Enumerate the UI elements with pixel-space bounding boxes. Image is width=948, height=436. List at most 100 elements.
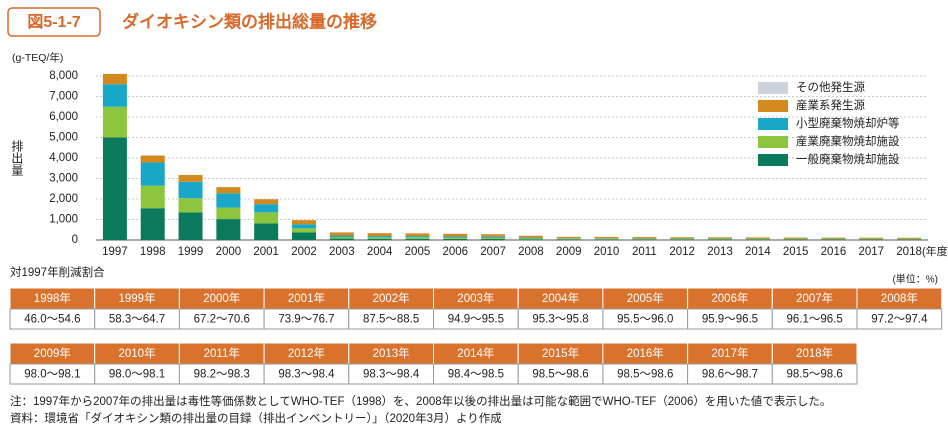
x-tick-label: 2000 (216, 246, 242, 258)
y-tick-label: 2,000 (49, 193, 78, 205)
y-tick-label: 5,000 (49, 132, 78, 144)
bar-segment (745, 237, 770, 239)
table-cell-text: 98.0～98.1 (109, 369, 165, 381)
bar-segment (367, 238, 392, 240)
x-tick-label: 2008 (518, 246, 544, 258)
legend-swatch (758, 82, 788, 94)
bar-segment (443, 233, 468, 237)
x-tick-label: 1997 (102, 246, 128, 258)
table-header-text: 2012年 (288, 346, 325, 360)
bar-segment (102, 106, 127, 138)
bar-segment (708, 237, 732, 239)
figure-box (7, 7, 101, 37)
x-unit: (年度) (922, 244, 948, 258)
table-header-text: 1999年 (119, 291, 156, 305)
x-tick-label: 1998 (140, 246, 166, 258)
table-cell-text: 98.5～98.6 (617, 369, 673, 381)
bar-segment (216, 193, 241, 208)
y-tick-label: 6,000 (49, 111, 78, 123)
bar-segment (708, 239, 732, 240)
table-unit: (単位：%) (892, 273, 938, 286)
table-cell-text: 67.2～70.6 (194, 314, 250, 326)
table-cell-text: 95.5～96.0 (617, 314, 673, 326)
bar-segment (292, 220, 316, 225)
table-cell-text: 46.0～54.6 (24, 314, 80, 326)
bar-segment (518, 237, 543, 239)
bar-segment (292, 228, 316, 233)
table-header-text: 2010年 (119, 346, 156, 360)
table-cell-text: 97.2～97.4 (871, 314, 928, 326)
bar-segment (140, 185, 165, 209)
bar-segment (670, 238, 695, 240)
note: 注：1997年から2007年の排出量は毒性等価係数としてWHO-TEF（1998… (10, 394, 831, 408)
bar-segment (443, 238, 468, 240)
figure-title: ダイオキシン類の排出総量の推移 (122, 11, 377, 31)
bar-segment (897, 237, 922, 239)
bar-segment (254, 199, 279, 205)
bar-segment (367, 237, 392, 239)
bar-segment (405, 237, 430, 239)
table-header-text: 2016年 (627, 346, 664, 360)
table-cell-text: 95.3～95.8 (532, 314, 588, 326)
bar-segment (708, 238, 732, 240)
legend-label: その他発生源 (796, 80, 865, 94)
x-tick-label: 2012 (669, 246, 695, 258)
bar-segment (556, 238, 581, 240)
legend-label: 一般廃棄物焼却施設 (796, 152, 900, 166)
table-header-text: 2014年 (457, 346, 494, 360)
table-cell-text: 98.6～98.7 (702, 369, 758, 381)
bar-segment (329, 238, 354, 240)
bar-segment (518, 239, 543, 240)
legend-label: 産業廃棄物焼却施設 (796, 134, 900, 148)
bar-segment (556, 236, 581, 239)
table-cell-text: 94.9～95.5 (448, 314, 504, 326)
x-tick-label: 2007 (480, 246, 506, 258)
table-cell (771, 363, 858, 385)
bar-segment (216, 219, 241, 240)
y-axis-label: 排出量 (10, 140, 24, 176)
bar-segment (594, 239, 619, 240)
table-cell-text: 96.1～96.5 (787, 314, 843, 326)
bar-segment (102, 84, 127, 107)
bar-segment (481, 237, 506, 239)
legend-label: 産業系発生源 (796, 98, 865, 112)
y-tick-label: 4,000 (49, 152, 78, 164)
bar-segment (292, 224, 316, 229)
bar-segment (405, 233, 430, 237)
table-cell-text: 98.0～98.1 (24, 369, 80, 381)
legend-swatch (758, 118, 788, 130)
bar-segment (783, 239, 808, 240)
table-header-text: 2015年 (542, 346, 579, 360)
x-tick-label: 2002 (291, 246, 317, 258)
bar-segment (216, 187, 241, 194)
table-header-text: 2013年 (373, 346, 410, 360)
table-header-text: 1998年 (34, 291, 71, 305)
bar-segment (405, 236, 430, 238)
x-tick-label: 2004 (367, 246, 393, 258)
bar-segment (329, 235, 354, 238)
bar-segment (329, 232, 354, 236)
table-cell (856, 308, 943, 330)
table-cell-text: 98.5～98.6 (532, 369, 588, 381)
bar-segment (632, 239, 657, 240)
x-tick-label: 1999 (178, 246, 204, 258)
bar-segment (670, 239, 695, 240)
table-cell-text: 98.5～98.6 (787, 369, 843, 381)
bar-segment (481, 238, 506, 240)
bar-segment (632, 237, 657, 239)
x-tick-label: 2003 (329, 246, 355, 258)
y-tick-label: 1,000 (49, 214, 78, 226)
bar-segment (632, 238, 657, 240)
table-header-text: 2001年 (288, 291, 325, 305)
x-tick-label: 2017 (858, 246, 884, 258)
bar-segment (745, 239, 770, 240)
table-header-text: 2000年 (203, 291, 240, 305)
x-tick-label: 2010 (594, 246, 620, 258)
bar-segment (481, 234, 506, 237)
table-header-text: 2017年 (711, 346, 748, 360)
table-cell-text: 87.5～88.5 (363, 314, 419, 326)
bar-segment (745, 238, 770, 240)
x-tick-label: 2006 (442, 246, 468, 258)
bar-segment (178, 212, 203, 240)
x-tick-label: 2018 (896, 246, 922, 258)
